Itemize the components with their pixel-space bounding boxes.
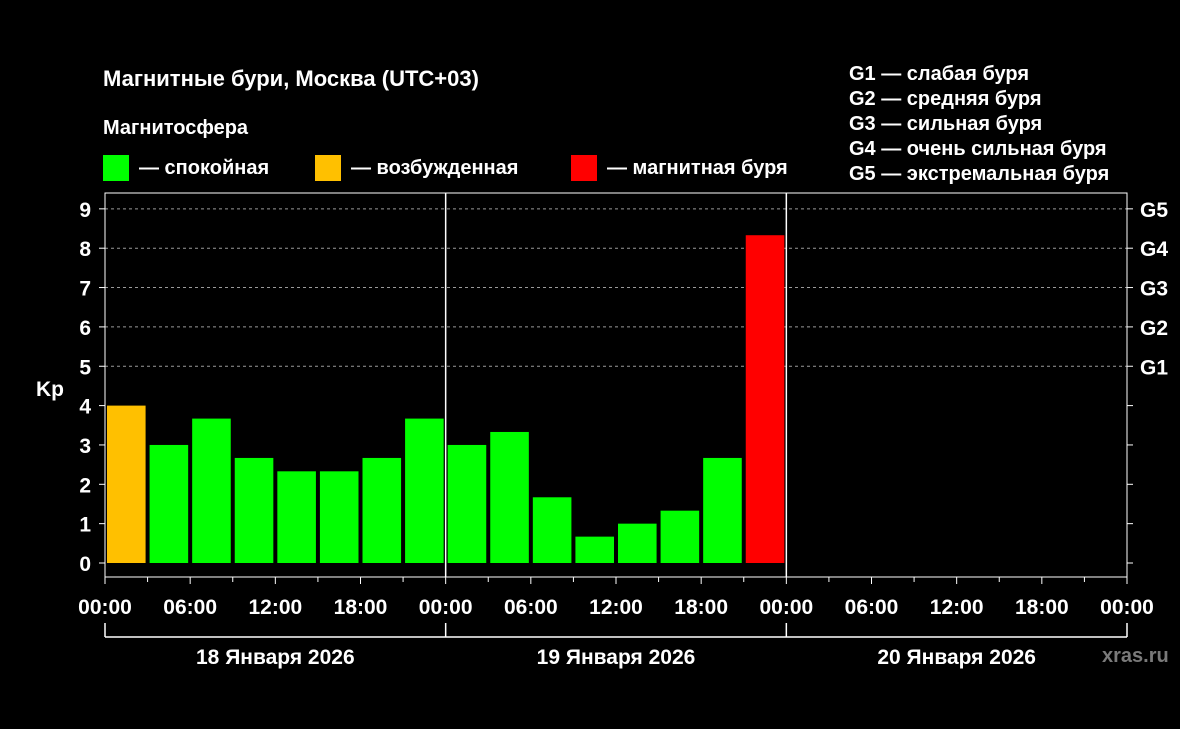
legend-item-active: — возбужденная	[315, 155, 518, 181]
g-level-label: G1	[1140, 356, 1168, 379]
g-legend-item: G3 — сильная буря	[849, 113, 1043, 135]
kp-bar	[660, 510, 700, 563]
x-tick-label: 06:00	[845, 596, 899, 619]
y-tick-label: 1	[79, 514, 91, 537]
kp-bar	[319, 471, 359, 563]
x-tick-label: 00:00	[78, 596, 132, 619]
kp-bar	[192, 418, 231, 563]
legend-swatch-storm	[571, 155, 597, 181]
y-tick-label: 6	[79, 317, 91, 340]
legend-label-quiet: — спокойная	[139, 156, 270, 179]
legend-swatch-quiet	[103, 155, 129, 181]
day-label: 18 Января 2026	[196, 646, 355, 669]
g-legend-item: G2 — средняя буря	[849, 88, 1042, 110]
y-tick-label: 7	[79, 278, 91, 301]
legend-label-active: — возбужденная	[351, 156, 519, 179]
kp-bar	[277, 471, 316, 563]
y-tick-label: 9	[79, 199, 91, 222]
legend-item-quiet: — спокойная	[103, 155, 269, 181]
g-level-label: G2	[1140, 317, 1168, 340]
day-label: 20 Января 2026	[877, 646, 1036, 669]
kp-bar	[745, 235, 785, 564]
kp-bar	[703, 457, 742, 563]
kp-bar	[234, 457, 274, 563]
kp-bar	[532, 497, 572, 563]
x-tick-label: 12:00	[248, 596, 302, 619]
y-tick-label: 8	[79, 238, 91, 261]
y-tick-label: 2	[79, 474, 91, 497]
x-tick-label: 06:00	[163, 596, 217, 619]
g-level-label: G3	[1140, 278, 1168, 301]
kp-bar	[362, 457, 402, 563]
g-level-label: G4	[1140, 238, 1168, 261]
y-tick-label: 4	[79, 396, 91, 419]
kp-bar	[405, 418, 444, 563]
watermark: xras.ru	[1102, 645, 1169, 667]
g-level-legend: G1 — слабая буря G2 — средняя буря G3 — …	[849, 62, 1109, 187]
kp-bar	[107, 405, 146, 563]
x-tick-label: 00:00	[1100, 596, 1154, 619]
g-legend-item: G4 — очень сильная буря	[849, 138, 1107, 160]
y-tick-label: 0	[79, 553, 91, 576]
kp-bar	[618, 523, 657, 563]
x-tick-label: 18:00	[1015, 596, 1069, 619]
g-level-label: G5	[1140, 199, 1168, 222]
legend-label-storm: — магнитная буря	[607, 156, 788, 179]
x-tick-label: 00:00	[759, 596, 813, 619]
x-tick-label: 06:00	[504, 596, 558, 619]
chart-title: Магнитные бури, Москва (UTC+03)	[103, 66, 479, 91]
x-tick-label: 00:00	[419, 596, 473, 619]
legend-swatch-active	[315, 155, 341, 181]
legend-item-storm: — магнитная буря	[571, 155, 788, 181]
kp-bar	[490, 431, 529, 563]
y-axis-label: Kp	[36, 378, 64, 401]
legend-title: Магнитосфера	[103, 117, 249, 139]
x-tick-label: 12:00	[589, 596, 643, 619]
kp-bar	[149, 444, 189, 563]
g-legend-item: G5 — экстремальная буря	[849, 163, 1110, 185]
day-label: 19 Января 2026	[537, 646, 696, 669]
x-tick-label: 18:00	[674, 596, 728, 619]
y-tick-label: 5	[79, 356, 91, 379]
kp-bar	[447, 444, 487, 563]
kp-bar	[575, 536, 614, 563]
y-tick-label: 3	[79, 435, 91, 458]
x-tick-label: 12:00	[930, 596, 984, 619]
g-legend-item: G1 — слабая буря	[849, 63, 1030, 85]
x-tick-label: 18:00	[334, 596, 388, 619]
